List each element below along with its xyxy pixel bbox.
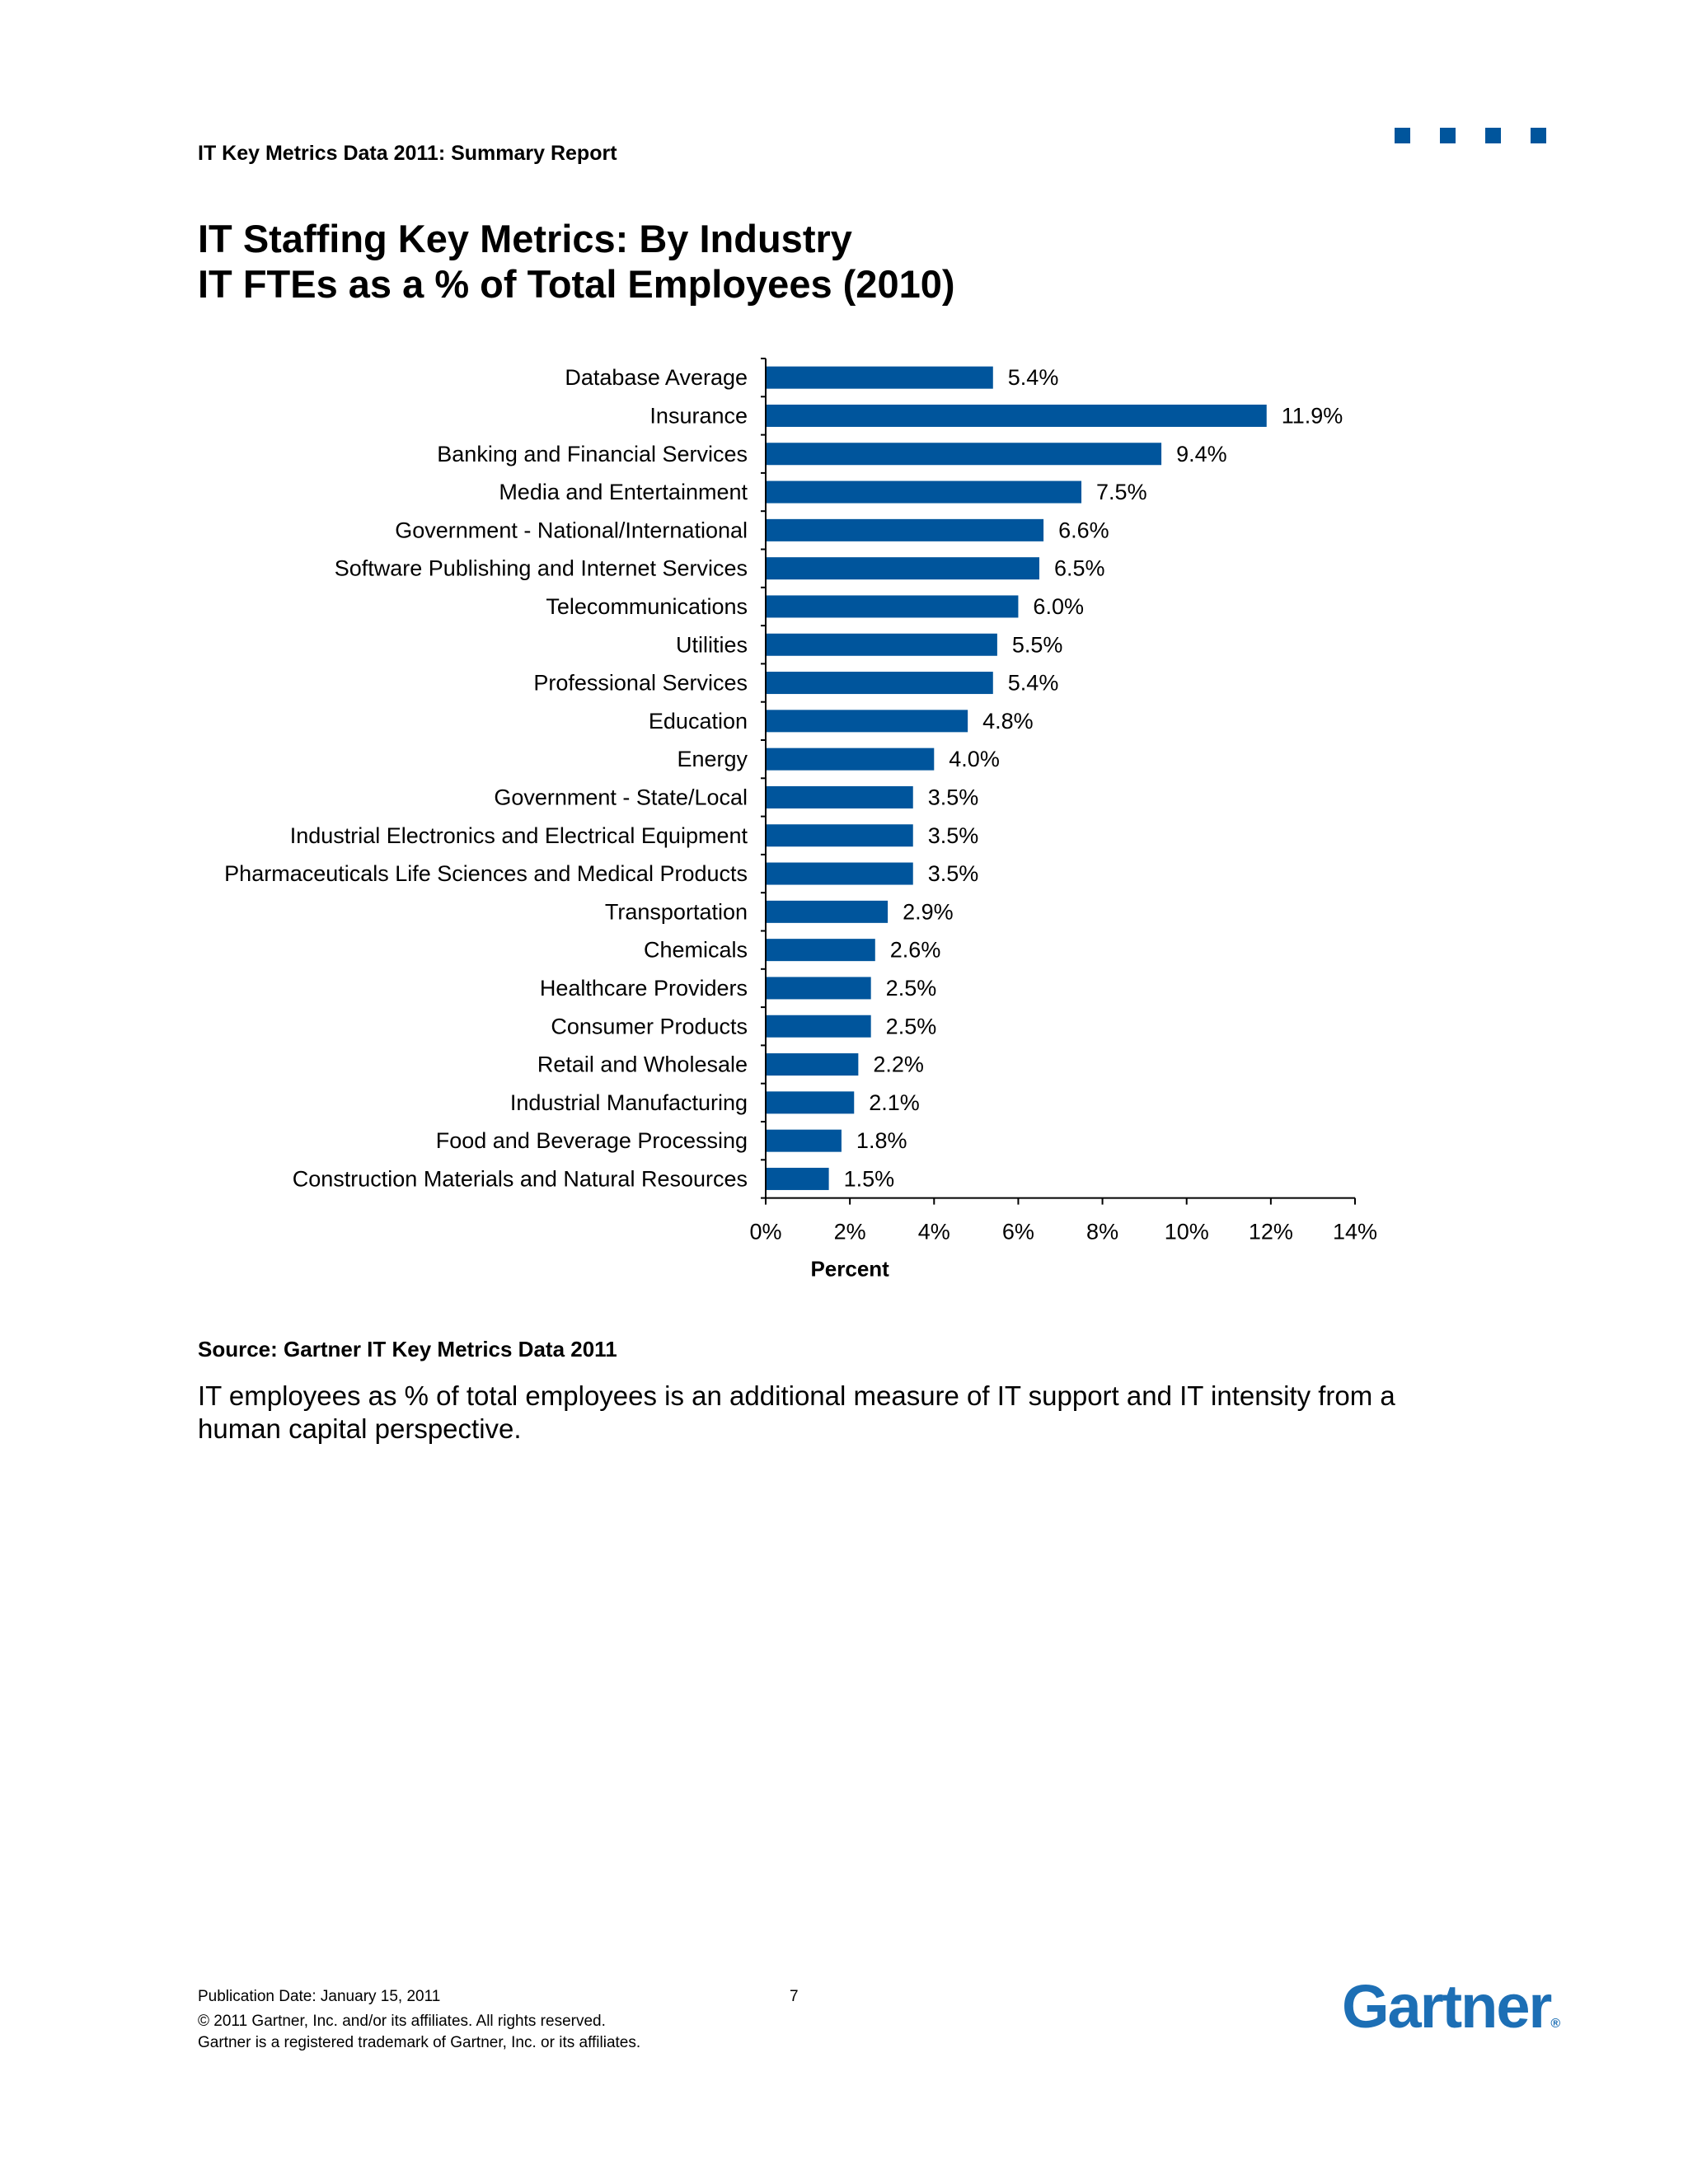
data-label: 5.4% bbox=[1008, 365, 1059, 390]
category-label: Insurance bbox=[649, 403, 748, 428]
category-label: Consumer Products bbox=[551, 1014, 748, 1038]
category-label: Healthcare Providers bbox=[540, 976, 748, 1001]
registered-mark: ® bbox=[1550, 2017, 1561, 2031]
x-tick-label: 6% bbox=[1002, 1220, 1034, 1244]
square-icon bbox=[1440, 128, 1456, 143]
category-label: Transportation bbox=[605, 899, 748, 924]
category-label: Software Publishing and Internet Service… bbox=[335, 556, 748, 581]
x-tick-label: 2% bbox=[834, 1220, 866, 1244]
bar bbox=[767, 366, 993, 389]
category-label: Government - State/Local bbox=[494, 785, 748, 809]
data-label: 7.5% bbox=[1096, 480, 1147, 504]
category-label: Pharmaceuticals Life Sciences and Medica… bbox=[224, 861, 748, 886]
bar bbox=[767, 443, 1162, 466]
square-icon bbox=[1485, 128, 1501, 143]
data-label: 2.5% bbox=[886, 1014, 937, 1038]
corner-squares-decoration bbox=[1395, 128, 1546, 143]
gartner-logo: Gartner® bbox=[1342, 1971, 1560, 2041]
page-title: IT Staffing Key Metrics: By Industry IT … bbox=[198, 216, 955, 307]
bar bbox=[767, 1015, 871, 1038]
bar bbox=[767, 785, 913, 808]
data-label: 11.9% bbox=[1282, 403, 1343, 428]
category-label: Industrial Electronics and Electrical Eq… bbox=[290, 823, 748, 848]
data-label: 1.8% bbox=[856, 1128, 907, 1153]
data-label: 3.5% bbox=[928, 785, 979, 809]
x-axis-label: Percent bbox=[810, 1257, 889, 1282]
bar bbox=[767, 824, 913, 847]
data-label: 3.5% bbox=[928, 861, 979, 886]
category-label: Banking and Financial Services bbox=[437, 442, 748, 466]
data-label: 6.5% bbox=[1054, 556, 1105, 581]
page-number: 7 bbox=[790, 1988, 799, 2005]
data-label: 2.2% bbox=[873, 1052, 924, 1077]
square-icon bbox=[1531, 128, 1546, 143]
x-tick-label: 4% bbox=[918, 1220, 950, 1244]
bar bbox=[767, 1053, 859, 1076]
bar bbox=[767, 977, 871, 1000]
data-label: 1.5% bbox=[844, 1166, 895, 1191]
x-tick-label: 12% bbox=[1249, 1220, 1293, 1244]
page-title-line1: IT Staffing Key Metrics: By Industry bbox=[198, 217, 852, 260]
category-label: Retail and Wholesale bbox=[537, 1052, 748, 1077]
bar bbox=[767, 1129, 842, 1152]
data-label: 9.4% bbox=[1176, 442, 1227, 466]
x-tick-label: 0% bbox=[749, 1220, 781, 1244]
data-label: 5.4% bbox=[1008, 671, 1059, 696]
x-tick-label: 10% bbox=[1165, 1220, 1209, 1244]
logo-text: Gartner bbox=[1342, 1972, 1552, 2041]
bar bbox=[767, 710, 968, 733]
bar bbox=[767, 1091, 855, 1114]
category-label: Telecommunications bbox=[546, 594, 748, 619]
category-label: Education bbox=[649, 709, 748, 733]
category-label: Food and Beverage Processing bbox=[436, 1128, 748, 1153]
description-text: IT employees as % of total employees is … bbox=[198, 1380, 1395, 1444]
bar bbox=[767, 595, 1019, 618]
bar bbox=[767, 633, 997, 656]
report-header-title: IT Key Metrics Data 2011: Summary Report bbox=[198, 142, 617, 165]
data-label: 3.5% bbox=[928, 823, 979, 848]
data-label: 6.6% bbox=[1058, 518, 1109, 542]
category-label: Database Average bbox=[565, 365, 748, 390]
category-label: Industrial Manufacturing bbox=[510, 1090, 748, 1115]
category-label: Utilities bbox=[676, 632, 748, 657]
bar bbox=[767, 1167, 829, 1190]
x-tick-label: 14% bbox=[1333, 1220, 1377, 1244]
bar bbox=[767, 748, 935, 771]
data-label: 4.8% bbox=[982, 709, 1034, 733]
square-icon bbox=[1395, 128, 1410, 143]
data-label: 2.6% bbox=[890, 938, 941, 963]
category-label: Media and Entertainment bbox=[499, 480, 748, 504]
data-label: 5.5% bbox=[1012, 632, 1063, 657]
source-note: Source: Gartner IT Key Metrics Data 2011 bbox=[198, 1337, 617, 1361]
bar bbox=[767, 939, 875, 962]
x-tick-label: 8% bbox=[1086, 1220, 1118, 1244]
data-label: 6.0% bbox=[1033, 594, 1084, 619]
data-label: 2.9% bbox=[903, 899, 954, 924]
category-label: Energy bbox=[677, 747, 748, 771]
bar bbox=[767, 557, 1039, 580]
bar bbox=[767, 900, 889, 923]
category-label: Government - National/International bbox=[395, 518, 748, 542]
category-label: Chemicals bbox=[644, 938, 748, 963]
copyright-notice: © 2011 Gartner, Inc. and/or its affiliat… bbox=[198, 2013, 606, 2030]
bar bbox=[767, 480, 1082, 504]
category-label: Construction Materials and Natural Resou… bbox=[293, 1166, 748, 1191]
bar bbox=[767, 518, 1044, 541]
category-label: Professional Services bbox=[533, 671, 748, 696]
bar bbox=[767, 672, 993, 695]
data-label: 2.1% bbox=[869, 1090, 920, 1115]
data-label: 2.5% bbox=[886, 976, 937, 1001]
publication-date: Publication Date: January 15, 2011 bbox=[198, 1988, 441, 2005]
bar bbox=[767, 862, 913, 885]
bar-chart: Database Average 5.4% Insurance 11.9% Bankin… bbox=[224, 358, 1377, 1282]
bar bbox=[767, 404, 1267, 427]
trademark-notice: Gartner is a registered trademark of Gar… bbox=[198, 2034, 641, 2051]
data-label: 4.0% bbox=[949, 747, 1000, 771]
page-title-line2: IT FTEs as a % of Total Employees (2010) bbox=[198, 262, 955, 306]
